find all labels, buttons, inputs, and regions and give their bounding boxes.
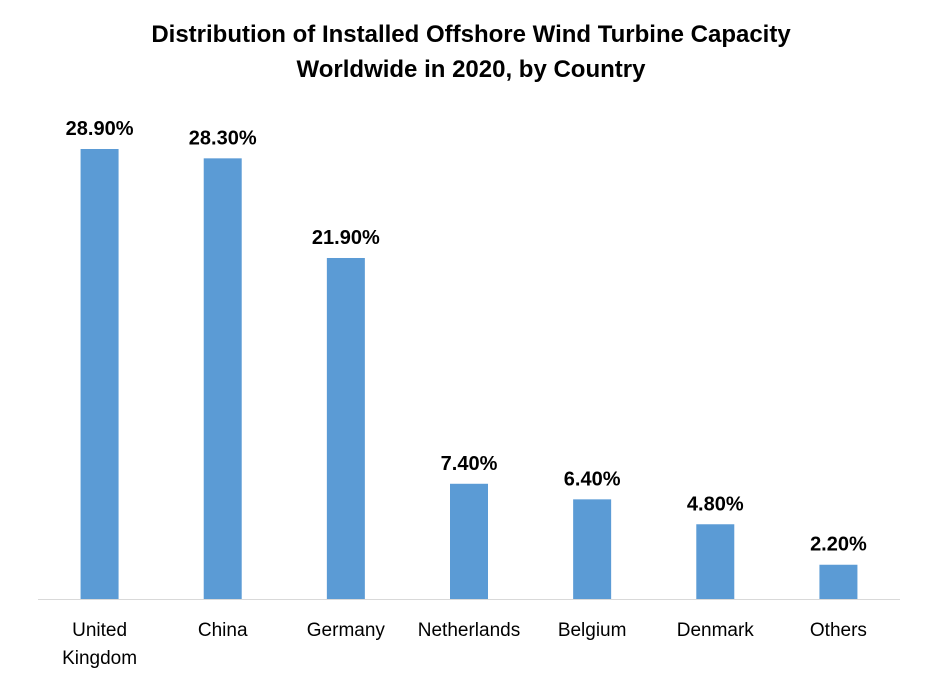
data-label: 4.80% [687, 493, 744, 515]
data-label: 6.40% [564, 468, 621, 490]
data-label: 2.20% [810, 534, 867, 556]
data-label: 21.90% [312, 227, 380, 249]
x-tick-label: Netherlands [418, 620, 520, 641]
x-tick-label: Denmark [677, 620, 755, 641]
data-label: 7.40% [441, 453, 498, 475]
x-tick-label: United Kingdom [62, 620, 137, 669]
bar [80, 149, 119, 599]
bar [326, 257, 365, 599]
x-tick-label: Belgium [558, 620, 627, 641]
bar [203, 158, 242, 599]
bar [573, 499, 612, 599]
bar [819, 564, 858, 599]
bar [696, 524, 735, 599]
x-tick-label: Others [810, 620, 867, 641]
data-label: 28.90% [66, 118, 134, 140]
x-tick-label: Germany [307, 620, 386, 641]
chart-title: Distribution of Installed Offshore Wind … [151, 21, 791, 48]
bar [450, 483, 488, 599]
x-tick-label: China [198, 620, 248, 641]
data-label: 28.30% [189, 127, 257, 149]
chart-title: Worldwide in 2020, by Country [297, 56, 647, 83]
